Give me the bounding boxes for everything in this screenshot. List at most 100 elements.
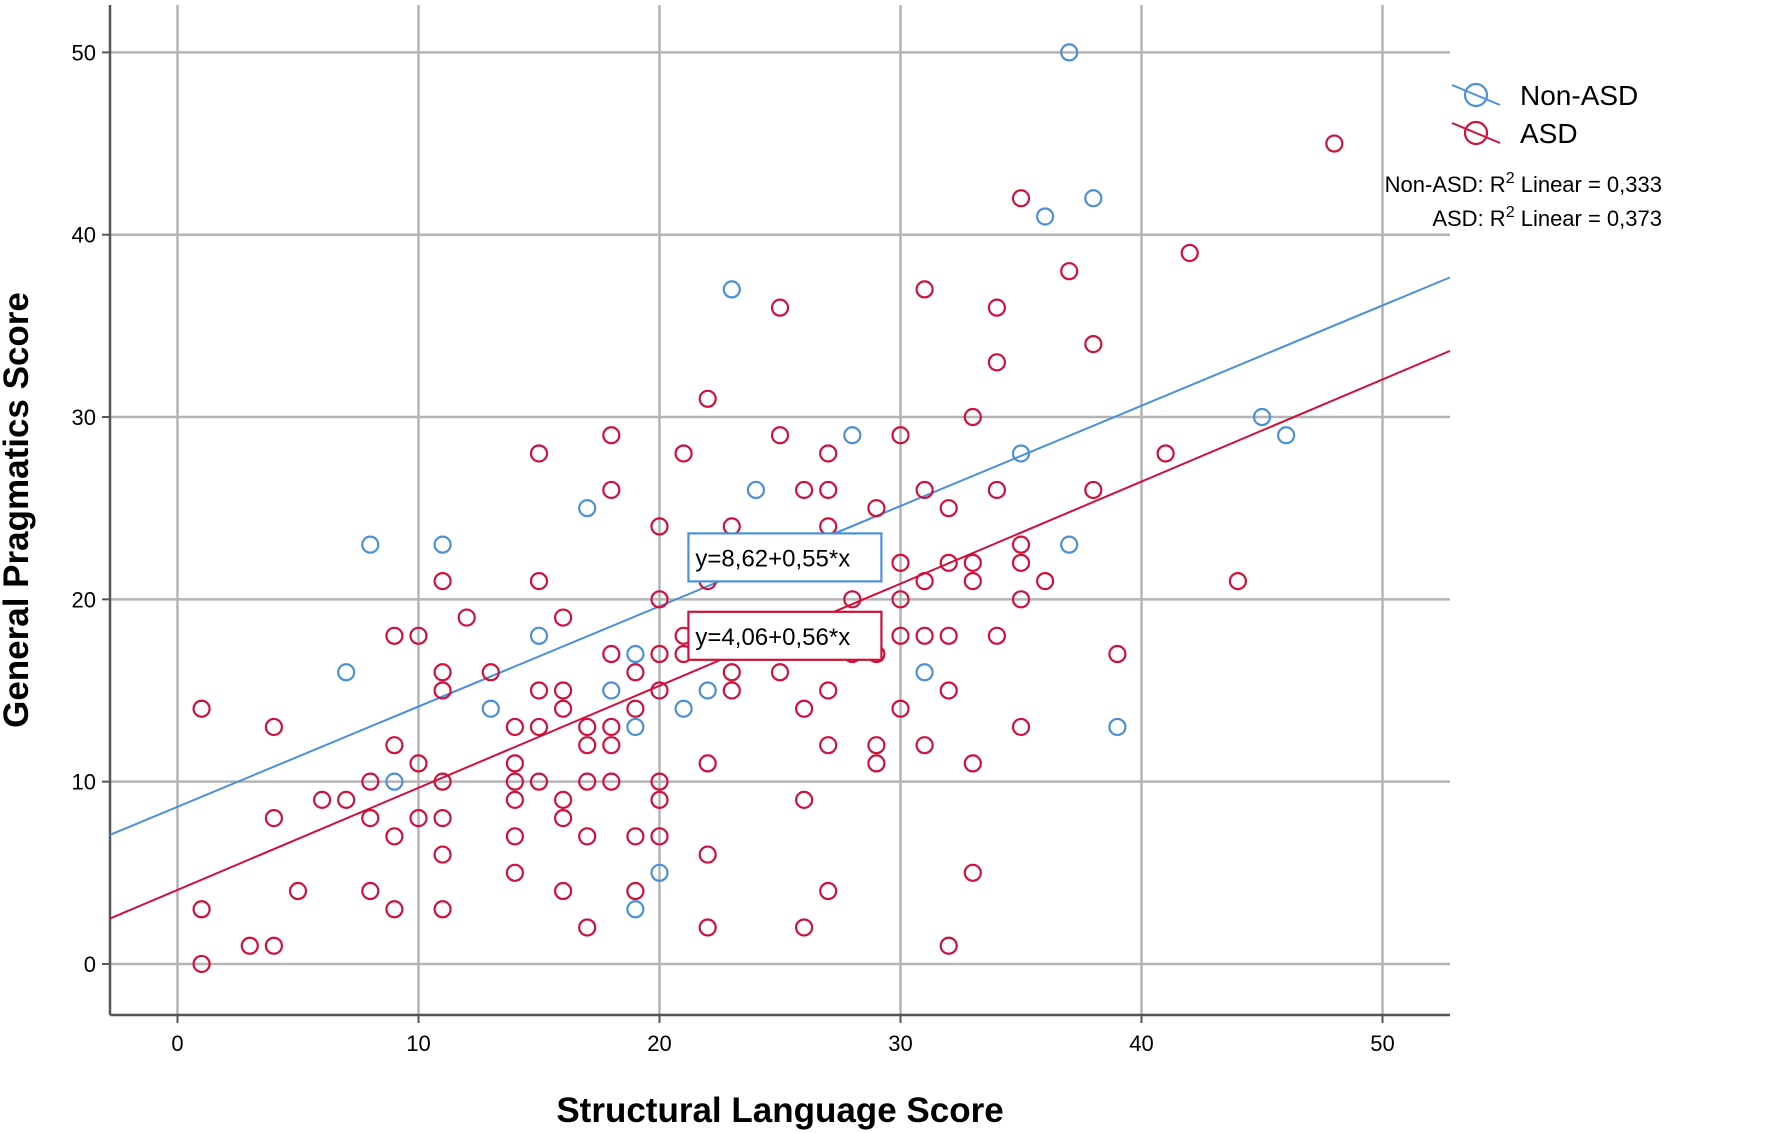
data-point-asd (891, 626, 910, 645)
data-point-non-asd (385, 772, 404, 791)
x-tick-label: 30 (888, 1031, 912, 1056)
data-point-asd (819, 881, 838, 901)
data-point-asd (722, 681, 741, 700)
y-tick-label: 40 (72, 223, 96, 248)
data-point-asd (1108, 644, 1127, 664)
data-point-asd (1011, 717, 1031, 737)
data-point-asd (795, 790, 814, 809)
data-point-asd (626, 699, 645, 718)
data-point-asd (602, 480, 621, 500)
data-point-asd (722, 517, 741, 536)
data-point-asd (867, 736, 886, 755)
data-point-asd (288, 881, 308, 901)
data-point-asd (264, 936, 283, 955)
data-point-asd (987, 353, 1007, 372)
data-point-asd (553, 608, 573, 627)
data-point-asd (529, 444, 549, 463)
data-point-asd (602, 736, 621, 755)
data-point-asd (1084, 334, 1103, 354)
data-point-asd (698, 918, 717, 937)
data-point-asd (385, 626, 404, 645)
data-point-asd (722, 663, 741, 682)
data-point-asd (819, 480, 838, 500)
x-axis-title: Structural Language Score (556, 1091, 1003, 1130)
data-point-asd (529, 717, 549, 737)
data-point-asd (698, 845, 717, 864)
data-point-asd (385, 827, 404, 846)
data-point-non-asd (626, 717, 645, 737)
data-point-asd (867, 499, 886, 518)
legend-line-non-asd (1451, 84, 1501, 106)
data-point-asd (939, 626, 958, 645)
y-tick-label: 30 (72, 405, 96, 430)
data-point-asd (770, 426, 790, 445)
y-tick-label: 20 (72, 587, 96, 612)
data-point-asd (337, 790, 356, 809)
equation-box-non-asd (687, 532, 883, 583)
data-point-asd (457, 608, 476, 627)
data-point-asd (1180, 243, 1199, 263)
data-point-asd (795, 699, 814, 718)
data-point-non-asd (915, 663, 934, 682)
data-point-asd (505, 772, 524, 791)
data-point-asd (385, 900, 404, 919)
data-point-asd (578, 772, 597, 791)
data-point-non-asd (1277, 426, 1296, 445)
data-point-asd (433, 681, 452, 700)
data-point-non-asd (1036, 207, 1055, 226)
data-point-asd (505, 717, 524, 737)
data-point-asd (963, 754, 982, 773)
data-point-asd (770, 663, 790, 682)
data-point-non-asd (481, 699, 500, 718)
grid (110, 5, 1450, 1015)
x-tick-label: 20 (647, 1031, 671, 1056)
data-point-asd (915, 626, 934, 645)
data-point-asd (819, 444, 838, 463)
data-point-non-asd (1011, 444, 1031, 463)
data-point-asd (553, 809, 573, 828)
y-tick-label: 50 (72, 40, 96, 65)
data-point-asd (264, 717, 283, 737)
x-tick-label: 40 (1129, 1031, 1153, 1056)
data-point-asd (1011, 189, 1031, 208)
data-point-asd (433, 809, 452, 828)
data-point-asd (891, 553, 910, 572)
data-point-asd (578, 827, 597, 846)
data-point-asd (795, 480, 814, 500)
data-point-asd (409, 809, 428, 828)
data-point-asd (1156, 444, 1175, 463)
legend-marker-asd (1463, 120, 1489, 146)
data-point-asd (650, 772, 669, 791)
data-point-asd (240, 936, 259, 955)
r2-label-non-asd: Non-ASD: R2 Linear = 0,333 (1385, 170, 1662, 197)
equation-label-asd: y=4,06+0,56*x (695, 624, 850, 651)
data-point-asd (891, 699, 910, 718)
y-tick-label: 10 (72, 770, 96, 795)
data-point-asd (819, 681, 838, 700)
data-point-asd (650, 681, 669, 700)
equation-labels: y=8,62+0,55*x y=4,06+0,56*x (687, 532, 883, 661)
data-point-asd (264, 809, 283, 828)
data-point-asd (770, 298, 790, 317)
data-point-non-asd (698, 681, 717, 700)
data-point-asd (529, 772, 549, 791)
data-point-asd (505, 754, 524, 773)
data-point-asd (626, 663, 645, 682)
data-point-asd (891, 590, 910, 609)
data-point-asd (1084, 480, 1103, 500)
data-point-non-asd (746, 480, 765, 500)
data-point-asd (192, 900, 211, 919)
data-point-asd (626, 827, 645, 846)
plot-frame (108, 5, 1450, 1017)
data-point-asd (698, 389, 717, 408)
x-tick-label: 0 (171, 1031, 183, 1056)
y-axis-title: General Pragmatics Score (0, 292, 36, 728)
data-point-asd (939, 681, 958, 700)
data-point-asd (1325, 134, 1344, 153)
data-point-asd (505, 827, 524, 846)
data-point-asd (650, 517, 669, 536)
data-points (192, 43, 1344, 974)
data-point-non-asd (650, 863, 669, 882)
data-point-asd (385, 736, 404, 755)
